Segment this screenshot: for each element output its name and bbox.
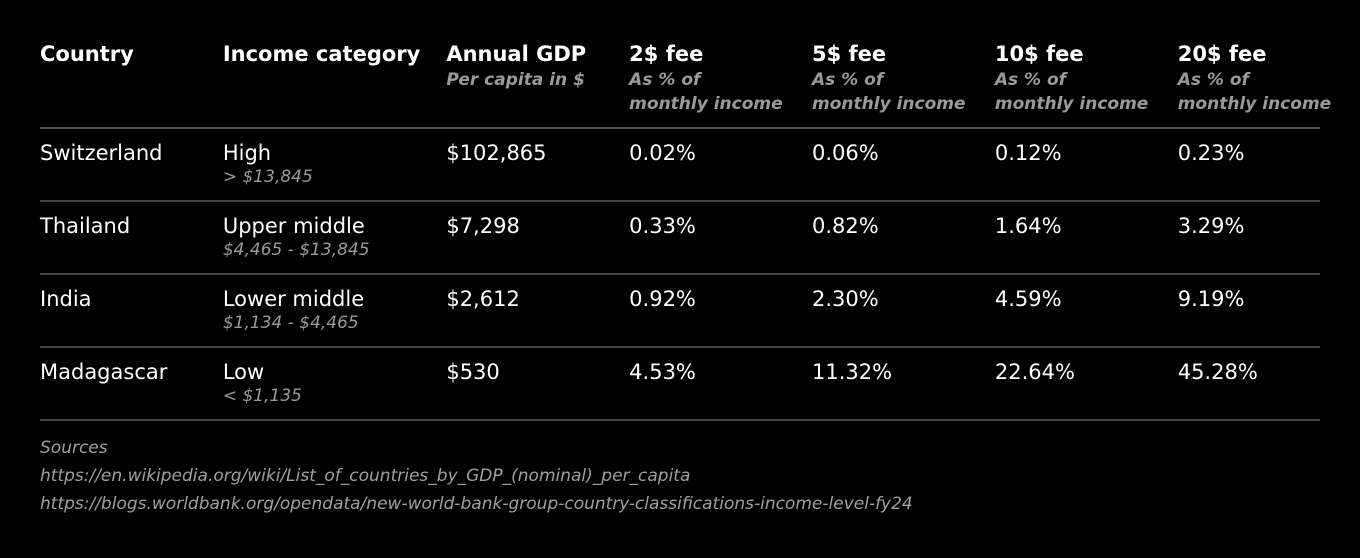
cell-country: Switzerland xyxy=(40,128,223,201)
cell-country: Thailand xyxy=(40,201,223,274)
fee-10-value: 1.64% xyxy=(994,214,1062,238)
header-income-category: Income category xyxy=(223,40,446,128)
source-link[interactable]: https://blogs.worldbank.org/opendata/new… xyxy=(40,494,913,514)
header-title: 2$ fee xyxy=(629,42,704,66)
cell-income: High > $13,845 xyxy=(223,128,446,201)
cell-country: Madagascar xyxy=(40,347,223,420)
fee-2-value: 0.92% xyxy=(629,287,696,311)
cell-fee-5: 0.82% xyxy=(812,201,995,274)
fee-2-value: 0.33% xyxy=(629,214,696,238)
income-range: < $1,135 xyxy=(222,386,302,406)
cell-fee-20: 3.29% xyxy=(1178,201,1320,274)
country-name: Thailand xyxy=(40,214,131,238)
table-row: Thailand Upper middle $4,465 - $13,845 $… xyxy=(40,201,1320,274)
fee-10-value: 0.12% xyxy=(994,141,1062,165)
header-title: Income category xyxy=(222,42,421,66)
cell-fee-10: 4.59% xyxy=(995,274,1178,347)
header-subtitle: Per capita in $ xyxy=(446,70,585,90)
table-header: Country Income category Annual GDP Per c… xyxy=(40,40,1332,128)
gdp-value: $530 xyxy=(446,360,500,384)
cell-fee-5: 0.06% xyxy=(812,128,995,201)
gdp-value: $2,612 xyxy=(446,287,520,311)
header-subtitle: monthly income xyxy=(812,94,966,114)
table-row: Madagascar Low < $1,135 $530 4.53% 11.32… xyxy=(40,347,1320,420)
cell-fee-2: 0.33% xyxy=(629,201,812,274)
sources-label: Sources xyxy=(40,438,108,458)
header-country: Country xyxy=(40,40,223,128)
fee-10-value: 4.59% xyxy=(994,287,1062,311)
cell-country: India xyxy=(40,274,223,347)
gdp-value: $102,865 xyxy=(446,141,547,165)
fee-20-value: 3.29% xyxy=(1177,214,1245,238)
header-title: 5$ fee xyxy=(812,42,887,66)
cell-fee-5: 11.32% xyxy=(812,347,995,420)
header-fee-20: 20$ fee As % of monthly income xyxy=(1177,40,1332,128)
cell-income: Upper middle $4,465 - $13,845 xyxy=(223,201,446,274)
income-range: $1,134 - $4,465 xyxy=(222,313,359,333)
header-subtitle: monthly income xyxy=(994,94,1149,114)
cell-fee-5: 2.30% xyxy=(812,274,995,347)
header-subtitle: As % of xyxy=(629,70,701,90)
cell-fee-2: 0.92% xyxy=(629,274,812,347)
fee-20-value: 9.19% xyxy=(1177,287,1245,311)
fee-2-value: 4.53% xyxy=(629,360,696,384)
cell-fee-2: 4.53% xyxy=(629,347,812,420)
country-name: India xyxy=(40,287,92,311)
header-subtitle: As % of xyxy=(812,70,884,90)
cell-fee-10: 22.64% xyxy=(995,347,1178,420)
fee-5-value: 0.82% xyxy=(812,214,879,238)
header-title: 10$ fee xyxy=(994,42,1084,66)
header-fee-10: 10$ fee As % of monthly income xyxy=(995,40,1178,128)
cell-fee-20: 9.19% xyxy=(1178,274,1320,347)
country-name: Madagascar xyxy=(40,360,168,384)
fee-comparison-table: Country Income category Annual GDP Per c… xyxy=(40,40,1332,421)
cell-fee-20: 45.28% xyxy=(1178,347,1320,420)
header-subtitle: monthly income xyxy=(629,94,783,114)
income-category: High xyxy=(222,141,272,165)
income-range: $4,465 - $13,845 xyxy=(222,240,370,260)
table-row: Switzerland High > $13,845 $102,865 0.02… xyxy=(40,128,1320,201)
income-range: > $13,845 xyxy=(222,167,313,187)
income-category: Lower middle xyxy=(222,287,365,311)
header-title: 20$ fee xyxy=(1177,42,1267,66)
fee-20-value: 45.28% xyxy=(1177,360,1258,384)
fee-2-value: 0.02% xyxy=(629,141,696,165)
header-subtitle: As % of xyxy=(1177,70,1249,90)
cell-income: Low < $1,135 xyxy=(223,347,446,420)
cell-gdp: $7,298 xyxy=(446,201,629,274)
fee-10-value: 22.64% xyxy=(994,360,1075,384)
cell-fee-2: 0.02% xyxy=(629,128,812,201)
header-annual-gdp: Annual GDP Per capita in $ xyxy=(446,40,629,128)
source-link[interactable]: https://en.wikipedia.org/wiki/List_of_co… xyxy=(40,466,691,486)
fee-5-value: 2.30% xyxy=(812,287,879,311)
fee-5-value: 0.06% xyxy=(812,141,879,165)
cell-fee-10: 1.64% xyxy=(995,201,1178,274)
cell-gdp: $530 xyxy=(446,347,629,420)
header-subtitle: As % of xyxy=(994,70,1067,90)
fee-table-container: Country Income category Annual GDP Per c… xyxy=(40,40,1332,421)
header-fee-5: 5$ fee As % of monthly income xyxy=(812,40,995,128)
header-subtitle: monthly income xyxy=(1177,94,1332,114)
cell-gdp: $2,612 xyxy=(446,274,629,347)
cell-fee-20: 0.23% xyxy=(1178,128,1320,201)
header-title: Country xyxy=(40,42,134,66)
fee-5-value: 11.32% xyxy=(812,360,893,384)
country-name: Switzerland xyxy=(40,141,163,165)
header-fee-2: 2$ fee As % of monthly income xyxy=(629,40,812,128)
income-category: Low xyxy=(222,360,265,384)
table-body: Switzerland High > $13,845 $102,865 0.02… xyxy=(40,128,1320,420)
fee-20-value: 0.23% xyxy=(1177,141,1245,165)
cell-gdp: $102,865 xyxy=(446,128,629,201)
cell-income: Lower middle $1,134 - $4,465 xyxy=(223,274,446,347)
sources-block: Sources https://en.wikipedia.org/wiki/Li… xyxy=(40,434,913,518)
header-title: Annual GDP xyxy=(446,42,587,66)
cell-fee-10: 0.12% xyxy=(995,128,1178,201)
gdp-value: $7,298 xyxy=(446,214,520,238)
header-row: Country Income category Annual GDP Per c… xyxy=(40,40,1332,128)
income-category: Upper middle xyxy=(222,214,365,238)
table-row: India Lower middle $1,134 - $4,465 $2,61… xyxy=(40,274,1320,347)
